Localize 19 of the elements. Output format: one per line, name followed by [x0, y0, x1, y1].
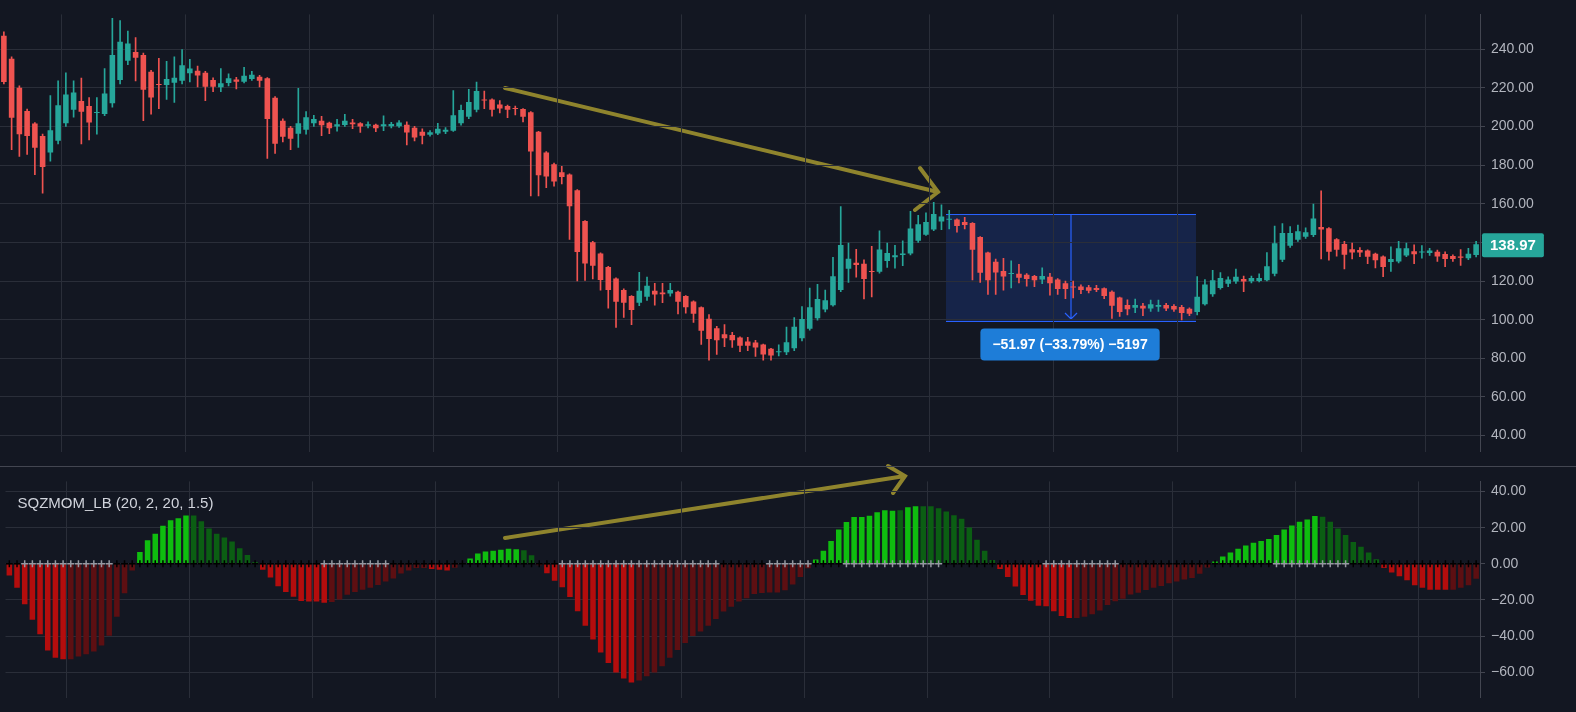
y-tick-label: 200.00	[1491, 117, 1535, 134]
y-tick-label: 220.00	[1491, 78, 1535, 95]
y-tick-label: 40.00	[1491, 426, 1527, 443]
y-tick-label: −20.00	[1491, 590, 1535, 607]
y-tick-label: 120.00	[1491, 271, 1535, 288]
y-tick-label: −40.00	[1491, 627, 1535, 643]
annotation: −51.97 (−33.79%) −5197	[992, 336, 1148, 353]
y-tick-label: 40.00	[1491, 482, 1527, 499]
y-tick-label: 80.00	[1491, 349, 1527, 366]
y-tick-label: 180.00	[1491, 155, 1535, 172]
y-tick-label: 100.00	[1491, 310, 1535, 327]
y-tick-label: −60.00	[1491, 663, 1535, 680]
y-tick-label: 240.00	[1491, 40, 1535, 57]
text: 138.97	[1490, 236, 1536, 254]
y-tick-label: 20.00	[1491, 518, 1527, 535]
text: SQZMOM_LB (20, 2, 20, 1.5)	[17, 493, 214, 511]
y-tick-label: 60.00	[1491, 387, 1527, 404]
y-tick-label: 0.00	[1491, 554, 1519, 571]
y-tick-label: 160.00	[1491, 194, 1535, 211]
